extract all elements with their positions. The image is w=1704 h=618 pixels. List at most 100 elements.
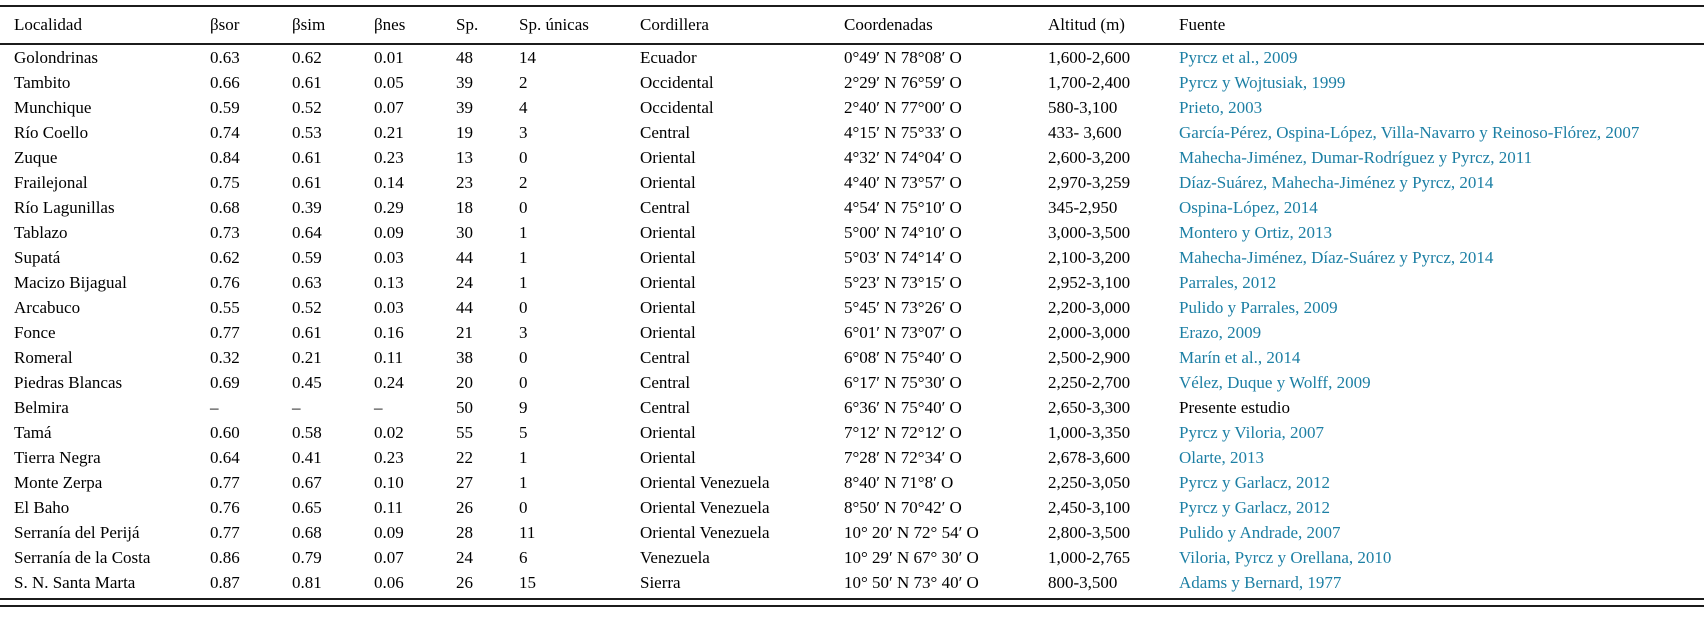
cell-sp: 20 — [456, 372, 473, 392]
cell-coordenadas: 2°40′ N 77°00′ O — [844, 97, 962, 117]
cell-bsor: 0.68 — [210, 197, 240, 217]
cell-sp: 48 — [456, 47, 473, 67]
cell-cordillera: Occidental — [640, 97, 714, 117]
citation-link[interactable]: Pulido y Andrade, 2007 — [1179, 522, 1341, 542]
cell-altitud: 433- 3,600 — [1048, 122, 1122, 142]
cell-altitud: 2,600-3,200 — [1048, 147, 1131, 167]
cell-bnes: 0.02 — [374, 422, 404, 442]
cell-coordenadas: 4°32′ N 74°04′ O — [844, 147, 962, 167]
cell-localidad: Monte Zerpa — [14, 472, 103, 492]
cell-localidad: Río Lagunillas — [14, 197, 115, 217]
citation-link[interactable]: Díaz-Suárez, Mahecha-Jiménez y Pyrcz, 20… — [1179, 172, 1494, 192]
citation-link[interactable]: Pyrcz y Wojtusiak, 1999 — [1179, 72, 1346, 92]
cell-bnes: – — [374, 397, 383, 417]
cell-bsor: 0.77 — [210, 472, 240, 492]
cell-bsim: 0.63 — [292, 272, 322, 292]
cell-localidad: Romeral — [14, 347, 73, 367]
cell-fuente: Erazo, 2009 — [1179, 320, 1704, 345]
cell-sp_unicas: 2 — [519, 72, 528, 92]
cell-bsim: 0.53 — [292, 122, 322, 142]
citation-link[interactable]: Vélez, Duque y Wolff, 2009 — [1179, 372, 1371, 392]
cell-bnes: 0.29 — [374, 197, 404, 217]
citation-link[interactable]: Prieto, 2003 — [1179, 97, 1263, 117]
cell-coordenadas: 6°01′ N 73°07′ O — [844, 322, 962, 342]
cell-altitud: 2,450-3,100 — [1048, 497, 1131, 517]
table-bottom-rule — [0, 598, 1704, 607]
cell-cordillera: Sierra — [640, 572, 681, 592]
column-header-localidad: Localidad — [0, 6, 210, 45]
citation-link[interactable]: Pulido y Parrales, 2009 — [1179, 297, 1338, 317]
cell-bsim: 0.61 — [292, 322, 322, 342]
cell-sp_unicas: 0 — [519, 297, 528, 317]
citation-link[interactable]: Pyrcz et al., 2009 — [1179, 47, 1298, 67]
cell-localidad: Tambito — [14, 72, 71, 92]
cell-sp_unicas: 4 — [519, 97, 528, 117]
citation-link[interactable]: Marín et al., 2014 — [1179, 347, 1301, 367]
cell-bsim: 0.41 — [292, 447, 322, 467]
cell-fuente: Olarte, 2013 — [1179, 445, 1704, 470]
cell-coordenadas: 7°28′ N 72°34′ O — [844, 447, 962, 467]
cell-bsor: 0.69 — [210, 372, 240, 392]
table-row: Belmira – – – 50 9 Central 6°36′ N 75°40′ O 2,65… — [0, 395, 1704, 420]
citation-link[interactable]: García-Pérez, Ospina-López, Villa-Navarr… — [1179, 122, 1640, 142]
cell-bsor: 0.76 — [210, 272, 240, 292]
citation-link[interactable]: Pyrcz y Viloria, 2007 — [1179, 422, 1325, 442]
cell-bnes: 0.01 — [374, 47, 404, 67]
cell-fuente: Díaz-Suárez, Mahecha-Jiménez y Pyrcz, 20… — [1179, 170, 1704, 195]
table-row: El Baho 0.76 0.65 0.11 26 0 Oriental Venezuela… — [0, 495, 1704, 520]
table-row: Río Coello 0.74 0.53 0.21 19 3 Central 4°15′ N … — [0, 120, 1704, 145]
cell-bsim: – — [292, 397, 301, 417]
cell-bsor: 0.55 — [210, 297, 240, 317]
cell-altitud: 2,200-3,000 — [1048, 297, 1131, 317]
cell-bsim: 0.79 — [292, 547, 322, 567]
cell-sp: 30 — [456, 222, 473, 242]
cell-coordenadas: 0°49′ N 78°08′ O — [844, 47, 962, 67]
cell-coordenadas: 5°23′ N 73°15′ O — [844, 272, 962, 292]
citation-link[interactable]: Montero y Ortiz, 2013 — [1179, 222, 1332, 242]
cell-sp_unicas: 1 — [519, 447, 528, 467]
citation-link[interactable]: Olarte, 2013 — [1179, 447, 1264, 467]
cell-bsim: 0.21 — [292, 347, 322, 367]
cell-sp: 22 — [456, 447, 473, 467]
cell-bnes: 0.07 — [374, 547, 404, 567]
column-header-altitud: Altitud (m) — [1048, 6, 1179, 45]
cell-coordenadas: 8°40′ N 71°8′ O — [844, 472, 954, 492]
citation-link[interactable]: Erazo, 2009 — [1179, 322, 1262, 342]
cell-bsor: 0.84 — [210, 147, 240, 167]
table-row: Tambito 0.66 0.61 0.05 39 2 Occidental 2°29′ N … — [0, 70, 1704, 95]
cell-bsor: 0.77 — [210, 322, 240, 342]
citation-link[interactable]: Mahecha-Jiménez, Díaz-Suárez y Pyrcz, 20… — [1179, 247, 1494, 267]
citation-link[interactable]: Pyrcz y Garlacz, 2012 — [1179, 472, 1331, 492]
cell-bnes: 0.13 — [374, 272, 404, 292]
cell-sp_unicas: 1 — [519, 222, 528, 242]
cell-coordenadas: 4°40′ N 73°57′ O — [844, 172, 962, 192]
citation-link[interactable]: Mahecha-Jiménez, Dumar-Rodríguez y Pyrcz… — [1179, 147, 1533, 167]
column-header-bnes: βnes — [374, 6, 456, 45]
cell-altitud: 2,500-2,900 — [1048, 347, 1131, 367]
citation-link[interactable]: Pyrcz y Garlacz, 2012 — [1179, 497, 1331, 517]
cell-sp: 38 — [456, 347, 473, 367]
cell-sp_unicas: 0 — [519, 147, 528, 167]
citation-link[interactable]: Viloria, Pyrcz y Orellana, 2010 — [1179, 547, 1392, 567]
cell-localidad: El Baho — [14, 497, 70, 517]
cell-sp: 50 — [456, 397, 473, 417]
cell-localidad: Piedras Blancas — [14, 372, 123, 392]
table-row: Macizo Bijagual 0.76 0.63 0.13 24 1 Oriental 5°… — [0, 270, 1704, 295]
citation-link[interactable]: Parrales, 2012 — [1179, 272, 1277, 292]
citation-link[interactable]: Adams y Bernard, 1977 — [1179, 572, 1342, 592]
cell-bnes: 0.23 — [374, 447, 404, 467]
cell-fuente: Pulido y Parrales, 2009 — [1179, 295, 1704, 320]
cell-localidad: Fonce — [14, 322, 56, 342]
cell-cordillera: Ecuador — [640, 47, 697, 67]
cell-coordenadas: 4°15′ N 75°33′ O — [844, 122, 962, 142]
cell-cordillera: Oriental — [640, 447, 696, 467]
cell-bnes: 0.06 — [374, 572, 404, 592]
cell-bsor: 0.74 — [210, 122, 240, 142]
cell-fuente: Pyrcz y Wojtusiak, 1999 — [1179, 70, 1704, 95]
citation-link[interactable]: Ospina-López, 2014 — [1179, 197, 1318, 217]
cell-cordillera: Central — [640, 122, 691, 142]
cell-cordillera: Oriental — [640, 247, 696, 267]
table-body: Golondrinas 0.63 0.62 0.01 48 14 Ecuador 0°49′ … — [0, 44, 1704, 595]
cell-sp_unicas: 1 — [519, 472, 528, 492]
